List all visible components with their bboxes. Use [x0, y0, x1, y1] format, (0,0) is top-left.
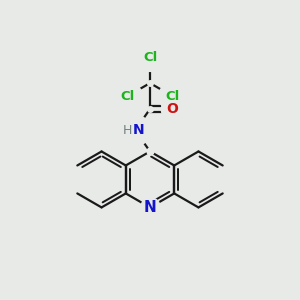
- Text: O: O: [166, 102, 178, 116]
- Text: Cl: Cl: [165, 90, 180, 103]
- Text: N: N: [133, 123, 145, 137]
- Text: Cl: Cl: [143, 51, 157, 64]
- Text: H: H: [122, 124, 132, 137]
- Text: Cl: Cl: [120, 90, 135, 103]
- Text: N: N: [144, 200, 156, 215]
